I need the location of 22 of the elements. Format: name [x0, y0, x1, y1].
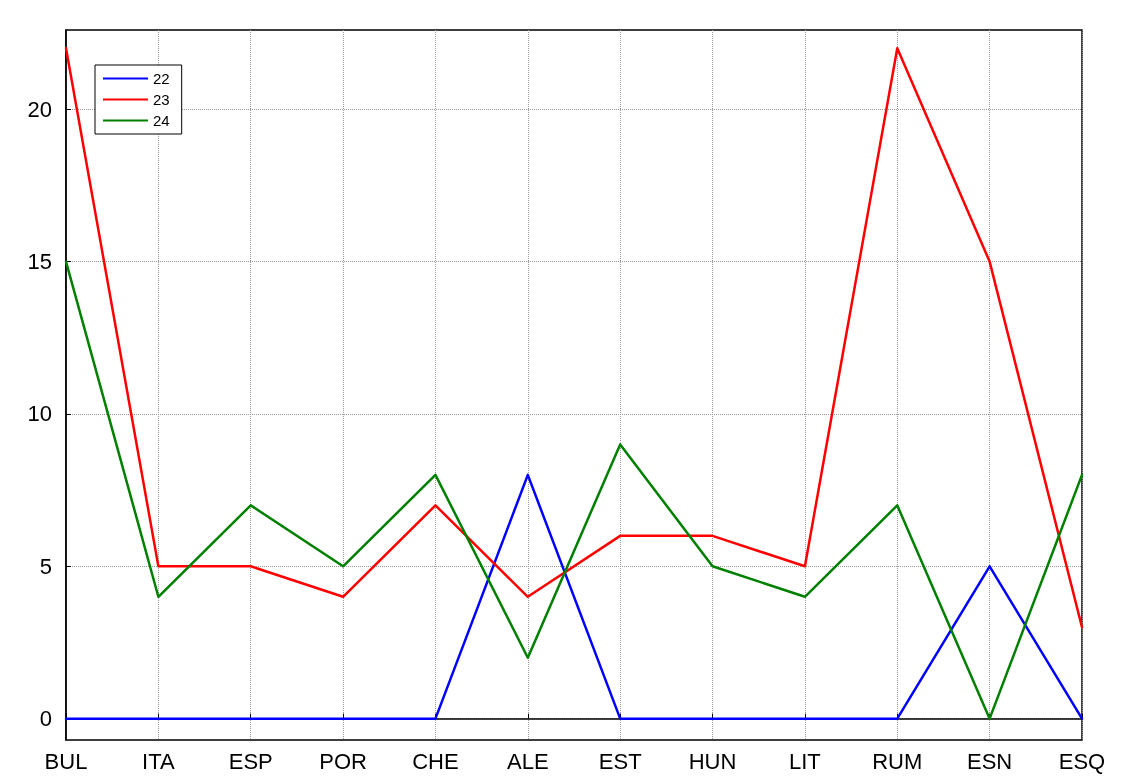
- line-series: [64, 47, 1084, 629]
- x-tick-label: HUN: [688, 748, 737, 774]
- x-tick-label: ALE: [507, 748, 549, 774]
- x-tick-label: ESP: [228, 748, 273, 774]
- x-tick-label: BUL: [44, 748, 88, 774]
- y-tick-label: 10: [27, 401, 52, 427]
- x-tick-label: EST: [598, 748, 642, 774]
- x-tick-label: LIT: [789, 748, 821, 774]
- x-tick-label: ITA: [142, 748, 175, 774]
- x-tick-label: ESN: [967, 748, 1013, 774]
- x-tick-label: POR: [319, 748, 367, 774]
- legend-label: 22: [153, 70, 170, 87]
- y-tick-label: 5: [39, 553, 52, 579]
- legend-label: 23: [153, 91, 170, 108]
- x-tick-label: RUM: [872, 748, 923, 774]
- y-tick-label: 20: [27, 96, 52, 122]
- y-tick-label: 0: [39, 706, 52, 732]
- y-tick-label: 15: [27, 249, 52, 275]
- legend-label: 24: [153, 112, 170, 129]
- line-series: [64, 260, 1084, 720]
- x-tick-label: CHE: [412, 748, 459, 774]
- x-tick-label: ESQ: [1058, 748, 1106, 774]
